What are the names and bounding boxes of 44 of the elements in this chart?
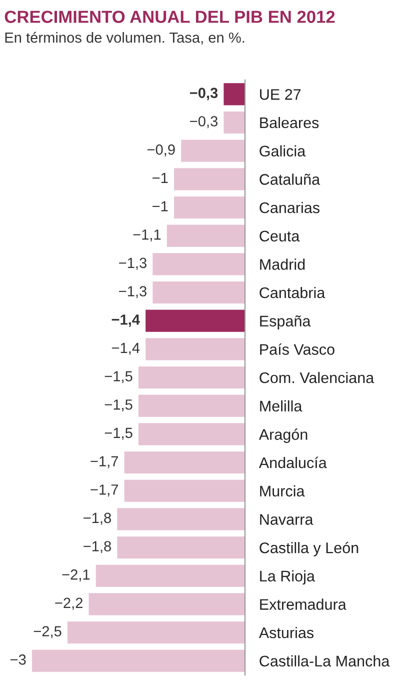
- y-tick-label: Canarias: [260, 202, 320, 214]
- data-label: −1,5: [104, 428, 132, 440]
- y-tick-label: Melilla: [260, 400, 302, 412]
- data-label: −1,7: [90, 484, 118, 496]
- data-label: −1: [152, 172, 168, 183]
- y-tick-label: Cataluña: [260, 174, 320, 185]
- y-tick-label: Com. Valenciana: [260, 372, 374, 384]
- y-tick-label: Murcia: [260, 485, 305, 497]
- chart-subtitle: En términos de volumen. Tasa, en %.: [5, 32, 244, 44]
- y-tick-label: Castilla-La Mancha: [260, 655, 390, 667]
- data-label: −0,3: [190, 88, 218, 100]
- data-label: −3: [10, 654, 26, 665]
- y-tick-label: Baleares: [260, 116, 319, 128]
- data-label: −1,3: [119, 258, 146, 270]
- data-label: −2,2: [55, 598, 82, 610]
- data-label: −1,8: [84, 512, 111, 525]
- data-label: −1: [152, 201, 168, 212]
- data-label: −1,5: [104, 371, 132, 384]
- data-label: −1,3: [119, 286, 146, 298]
- y-tick-label: Madrid: [260, 258, 305, 270]
- data-label: −1,4: [112, 342, 140, 355]
- data-label: −0,3: [190, 116, 218, 128]
- y-tick-label: Andalucía: [258, 456, 327, 468]
- y-tick-label: España: [260, 315, 311, 330]
- y-tick-label: La Rioja: [260, 570, 315, 585]
- y-tick-label: Aragón: [258, 428, 308, 443]
- y-tick-label: Extremadura: [260, 598, 346, 610]
- data-label: −1,5: [104, 400, 132, 412]
- y-tick-label: Castilla y León: [260, 542, 358, 556]
- y-tick-label: UE 27: [260, 89, 301, 100]
- y-tick-label: Ceuta: [260, 230, 300, 242]
- y-tick-label: Galicia: [260, 145, 306, 157]
- data-label: −1,1: [133, 230, 161, 242]
- data-label: −1,4: [112, 314, 140, 327]
- y-tick-label: Asturias: [258, 626, 314, 638]
- y-tick-label: Navarra: [260, 514, 314, 525]
- data-label: −2,1: [62, 569, 90, 582]
- chart-title: CRECIMIENTO ANUAL DEL PIB EN 2012: [4, 10, 335, 23]
- data-label: −1,8: [84, 541, 111, 554]
- y-tick-label: Cantabria: [260, 286, 326, 298]
- data-label: −2,5: [34, 626, 62, 638]
- y-tick-label: País Vasco: [260, 343, 334, 355]
- data-label: −0,9: [147, 144, 175, 156]
- data-label: −1,7: [90, 456, 118, 468]
